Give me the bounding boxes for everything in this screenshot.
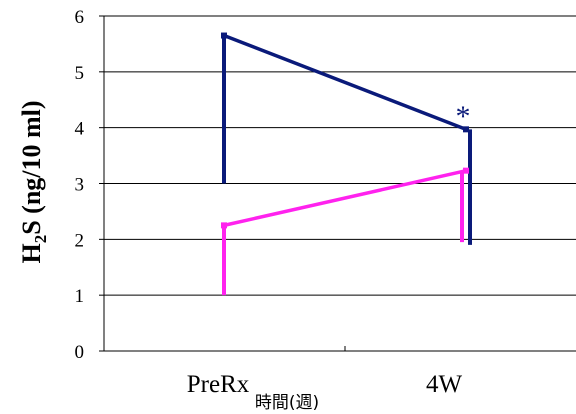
data-point <box>221 222 227 229</box>
y-tick-labels: 0 1 2 3 4 5 6 <box>75 7 85 363</box>
axes <box>99 15 576 352</box>
gridlines <box>104 15 576 296</box>
y-tick-label: 4 <box>75 119 85 140</box>
data-point <box>463 167 469 174</box>
y-tick-label: 1 <box>75 286 85 307</box>
significance-marker: * <box>456 100 471 133</box>
y-tick-label: 2 <box>75 230 85 251</box>
y-tick-label: 3 <box>75 175 85 196</box>
x-category-label: 4W <box>426 371 463 398</box>
series-0 <box>221 32 472 245</box>
y-tick-label: 0 <box>75 342 85 363</box>
data-point <box>221 32 227 39</box>
y-axis-label: H2S (ng/10 ml) <box>17 100 50 263</box>
series-line <box>223 33 467 131</box>
x-axis-label: 時間(週) <box>255 393 319 413</box>
x-category-labels: PreRx 4W <box>187 371 463 398</box>
y-axis-label-subscript: 2 <box>31 235 50 244</box>
y-axis-label-main: H <box>17 243 46 263</box>
y-tick-label: 5 <box>75 63 85 84</box>
annotations: * <box>456 100 471 133</box>
y-tick-label: 6 <box>75 7 85 28</box>
data-point <box>463 126 469 133</box>
series-1 <box>221 167 469 296</box>
series-line <box>223 168 467 228</box>
data-series <box>221 32 472 296</box>
x-category-label: PreRx <box>187 371 250 398</box>
y-axis-label-rest: S (ng/10 ml) <box>17 100 46 234</box>
